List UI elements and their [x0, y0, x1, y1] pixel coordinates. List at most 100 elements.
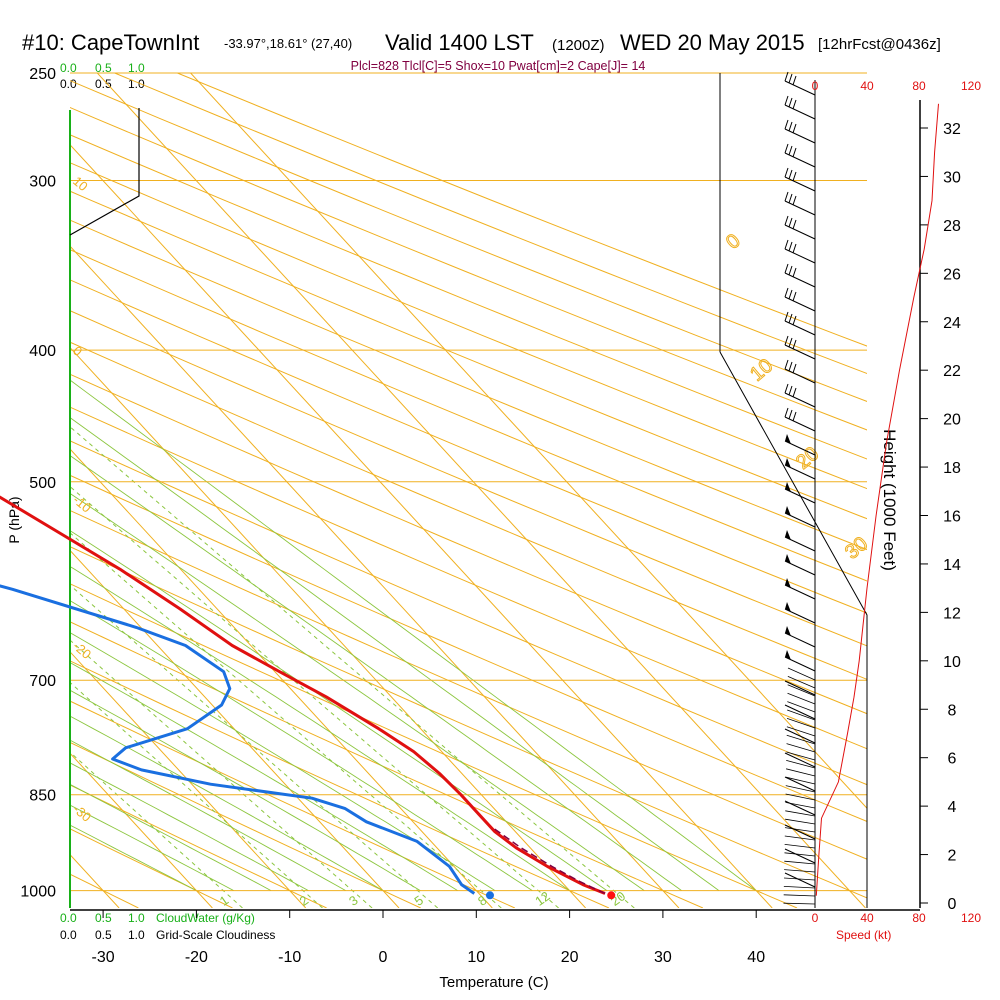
wind-barb: [784, 827, 816, 833]
dry-adiabat-line: [70, 660, 610, 908]
wind-barb: [784, 143, 816, 168]
wind-barb: [784, 602, 816, 624]
wind-barb: [784, 71, 816, 96]
mixing-ratio-line: [70, 426, 635, 908]
wind-barb: [784, 287, 816, 312]
wind-barb: [784, 860, 816, 865]
moist-adiabat-line: [70, 492, 645, 891]
height-tick-label: 10: [943, 654, 961, 671]
mixing-ratio-label: 3: [346, 892, 361, 908]
wind-barb: [784, 458, 816, 480]
wind-barb: [785, 818, 816, 825]
wind-barb: [784, 728, 816, 744]
isotherm-line: [70, 448, 493, 908]
wind-barb: [784, 119, 816, 144]
wind-barb: [785, 768, 816, 777]
mixing-ratio-line: [70, 639, 373, 908]
height-tick-label: 24: [943, 315, 961, 332]
y-tick-label: 500: [29, 475, 56, 492]
mixing-ratio-line: [70, 532, 502, 908]
speed-tick-label: 40: [860, 911, 874, 925]
wind-barb: [784, 311, 816, 336]
height-tick-label: 4: [948, 799, 957, 816]
x-tick-label: -20: [185, 949, 208, 966]
height-tick-label: 32: [943, 121, 961, 138]
moist-adiabat-line: [70, 454, 682, 891]
y-tick-label: 250: [29, 66, 56, 83]
height-tick-label: 2: [948, 848, 957, 865]
moist-adiabat-line: [70, 804, 234, 891]
x-tick-label: -10: [278, 949, 301, 966]
date-text: WED 20 May 2015: [620, 30, 805, 55]
moist-adiabat-line: [70, 530, 608, 891]
dry-adiabat-line: [70, 583, 798, 908]
speed-tick-label: 0: [812, 79, 819, 93]
x-tick-label: 10: [467, 949, 485, 966]
dry-adiabat-line: [70, 406, 867, 750]
wind-speed-line: [815, 103, 939, 896]
mixing-ratio-line: [70, 584, 439, 908]
surface-dewpoint-marker: [485, 891, 494, 900]
wind-barb: [784, 407, 816, 432]
x-tick-label: 0: [379, 949, 388, 966]
temperature-line: [0, 495, 606, 895]
wind-barb: [787, 709, 816, 721]
wind-barb: [784, 530, 816, 552]
height-tick-label: 20: [943, 412, 961, 429]
dry-adiabat-line: [70, 784, 327, 908]
x-tick-label: -30: [92, 949, 115, 966]
dry-adiabat-line: [70, 341, 867, 680]
cloudiness-label: Grid-Scale Cloudiness: [156, 928, 275, 942]
plot-frame: [69, 73, 921, 911]
moist-adiabat-line: [70, 739, 346, 891]
x-tick-label: 40: [747, 949, 765, 966]
isotherm-line: [70, 245, 680, 908]
wind-barb: [784, 848, 816, 864]
wind-barb: [786, 734, 816, 745]
isotherm-line: [70, 752, 213, 908]
wind-barb: [787, 676, 816, 689]
isotherm-label: 0: [722, 230, 745, 254]
dry-adiabat-line: [70, 310, 867, 647]
cloudwater-label: CloudWater (g/Kg): [156, 911, 255, 925]
wind-barb: [785, 785, 816, 793]
y-tick-label: 300: [29, 174, 56, 191]
wind-barb: [784, 482, 816, 504]
dry-adiabat-line: [70, 373, 867, 715]
cloudiness-tick: 0.0: [60, 77, 77, 91]
wind-barb: [784, 167, 816, 192]
wind-barb: [784, 191, 816, 216]
speed-axis-label: Speed (kt): [836, 928, 891, 942]
height-tick-label: 28: [943, 218, 961, 235]
wind-barb: [783, 877, 816, 881]
sounding-series: [0, 495, 616, 900]
mixing-ratio-line: [70, 751, 243, 908]
hodograph-edge: [719, 351, 868, 908]
isotherm-line: [70, 346, 586, 908]
moist-adiabat-line: [70, 565, 570, 891]
height-tick-label: 12: [943, 605, 961, 622]
dry-adiabat-line: [70, 474, 867, 822]
moist-adiabat-line: [70, 783, 272, 891]
dry-adiabat-line: [70, 249, 867, 582]
dry-adiabat-line: [70, 741, 421, 908]
speed-tick-label: 40: [860, 79, 874, 93]
wind-barb: [786, 760, 816, 769]
wind-barb: [784, 263, 816, 288]
cloudiness-profile: [69, 108, 140, 236]
speed-tick-label: 120: [961, 911, 981, 925]
wind-barb: [786, 743, 816, 753]
y-tick-label: 1000: [20, 884, 56, 901]
speed-tick-label: 80: [912, 911, 926, 925]
wind-barb: [787, 692, 816, 705]
isotherm-line: [190, 73, 867, 809]
x-tick-label: 30: [654, 949, 672, 966]
cloudiness-tick: 0.5: [95, 928, 112, 942]
dry-adiabat-label: 0: [70, 343, 85, 359]
wind-barb: [784, 872, 816, 888]
cloudwater-tick: 1.0: [128, 911, 145, 925]
dry-adiabat-line: [70, 509, 867, 860]
moist-adiabat-line: [70, 689, 421, 891]
cloudwater-tick: 1.0: [128, 61, 145, 75]
